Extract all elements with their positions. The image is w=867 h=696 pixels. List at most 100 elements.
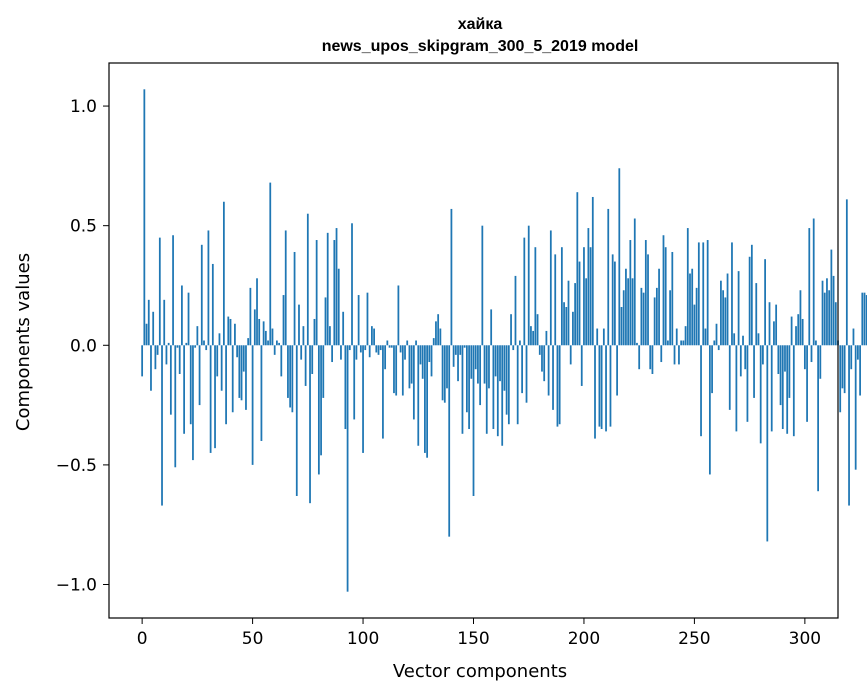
bar-component-150 bbox=[472, 345, 475, 496]
bar-component-122 bbox=[410, 345, 413, 384]
bar-component-176 bbox=[530, 326, 532, 346]
bar-component-154 bbox=[481, 225, 484, 346]
bar-component-92 bbox=[344, 345, 347, 430]
bar-component-67 bbox=[289, 345, 292, 408]
bar-component-225 bbox=[638, 345, 641, 370]
bar-component-249 bbox=[691, 268, 694, 346]
bar-component-20 bbox=[185, 342, 188, 346]
bar-component-153 bbox=[479, 345, 482, 406]
bar-component-171 bbox=[519, 340, 521, 346]
bar-component-133 bbox=[435, 321, 437, 346]
bar-component-306 bbox=[817, 345, 819, 492]
bar-component-247 bbox=[686, 228, 689, 346]
bar-component-302 bbox=[808, 228, 811, 346]
bar-component-297 bbox=[797, 314, 800, 346]
bar-component-209 bbox=[602, 328, 605, 346]
bar-component-244 bbox=[680, 340, 683, 346]
bar-component-110 bbox=[384, 345, 387, 370]
bar-component-77 bbox=[311, 345, 314, 374]
bar-component-43 bbox=[236, 345, 239, 358]
bar-component-129 bbox=[426, 345, 428, 458]
bar-component-188 bbox=[556, 345, 559, 427]
bar-component-190 bbox=[560, 247, 563, 346]
bar-component-4 bbox=[150, 345, 152, 391]
bar-series bbox=[141, 89, 867, 592]
bar-component-5 bbox=[152, 311, 155, 346]
bar-component-319 bbox=[845, 199, 848, 346]
bar-component-78 bbox=[313, 318, 316, 346]
bar-component-157 bbox=[488, 345, 490, 389]
bar-component-111 bbox=[386, 340, 389, 346]
bar-component-203 bbox=[589, 247, 592, 346]
bar-component-246 bbox=[684, 326, 687, 346]
bar-component-1 bbox=[143, 89, 146, 346]
bar-component-214 bbox=[614, 261, 616, 346]
bar-component-162 bbox=[499, 345, 501, 382]
bar-component-65 bbox=[284, 230, 287, 346]
bar-component-248 bbox=[689, 273, 691, 346]
bar-component-210 bbox=[605, 345, 607, 432]
bar-component-240 bbox=[671, 251, 674, 346]
bar-component-84 bbox=[326, 232, 329, 346]
bar-component-101 bbox=[364, 345, 367, 351]
bar-component-118 bbox=[401, 345, 404, 396]
bar-component-147 bbox=[465, 345, 468, 413]
bar-component-38 bbox=[225, 345, 227, 425]
bar-component-95 bbox=[351, 223, 353, 346]
bar-component-112 bbox=[388, 345, 391, 348]
bar-component-271 bbox=[739, 345, 742, 377]
bar-component-89 bbox=[337, 268, 340, 346]
bar-component-314 bbox=[834, 302, 837, 346]
y-tick-label: 0.5 bbox=[70, 217, 97, 237]
bar-component-142 bbox=[454, 345, 457, 355]
bar-component-273 bbox=[744, 345, 747, 370]
bar-component-177 bbox=[532, 330, 535, 346]
bar-component-25 bbox=[196, 326, 199, 346]
bar-component-114 bbox=[393, 345, 395, 394]
bar-component-253 bbox=[700, 345, 702, 437]
bar-component-320 bbox=[848, 345, 850, 506]
x-tick-label: 300 bbox=[789, 629, 821, 649]
bar-component-135 bbox=[439, 328, 442, 346]
bar-component-238 bbox=[667, 340, 669, 346]
bar-component-123 bbox=[412, 345, 415, 420]
bar-component-218 bbox=[622, 290, 625, 346]
bar-component-47 bbox=[245, 345, 247, 410]
y-tick-label: −1.0 bbox=[56, 576, 97, 596]
bar-component-72 bbox=[300, 345, 303, 360]
bar-component-232 bbox=[653, 297, 656, 346]
bar-component-286 bbox=[773, 321, 775, 346]
bar-component-212 bbox=[609, 345, 612, 427]
bar-component-99 bbox=[359, 345, 362, 353]
bar-component-145 bbox=[461, 345, 464, 434]
bar-component-6 bbox=[154, 345, 157, 370]
bar-component-82 bbox=[322, 345, 325, 398]
bar-component-158 bbox=[490, 309, 493, 346]
bar-component-322 bbox=[852, 328, 855, 346]
bar-component-144 bbox=[459, 345, 462, 355]
bar-component-242 bbox=[675, 328, 678, 346]
bar-component-179 bbox=[536, 314, 539, 346]
y-tick-label: 0.0 bbox=[70, 336, 97, 356]
bar-component-327 bbox=[863, 292, 866, 346]
bar-component-166 bbox=[507, 345, 510, 425]
bar-component-19 bbox=[183, 345, 185, 434]
bar-component-270 bbox=[737, 271, 740, 346]
bar-component-105 bbox=[373, 328, 375, 346]
bar-component-165 bbox=[505, 345, 508, 415]
bar-component-195 bbox=[572, 311, 574, 346]
bar-component-217 bbox=[620, 307, 623, 346]
bar-component-12 bbox=[167, 342, 170, 346]
bar-component-11 bbox=[165, 345, 168, 365]
bar-component-151 bbox=[474, 345, 477, 370]
bar-component-216 bbox=[618, 168, 621, 346]
bar-component-191 bbox=[563, 302, 565, 346]
bar-component-241 bbox=[673, 345, 676, 365]
bar-component-198 bbox=[578, 261, 581, 346]
bar-component-139 bbox=[448, 345, 451, 537]
bar-component-243 bbox=[678, 345, 680, 365]
bar-component-0 bbox=[141, 345, 144, 377]
bar-component-301 bbox=[806, 345, 808, 422]
bar-component-294 bbox=[790, 316, 793, 346]
bar-component-85 bbox=[329, 326, 331, 346]
